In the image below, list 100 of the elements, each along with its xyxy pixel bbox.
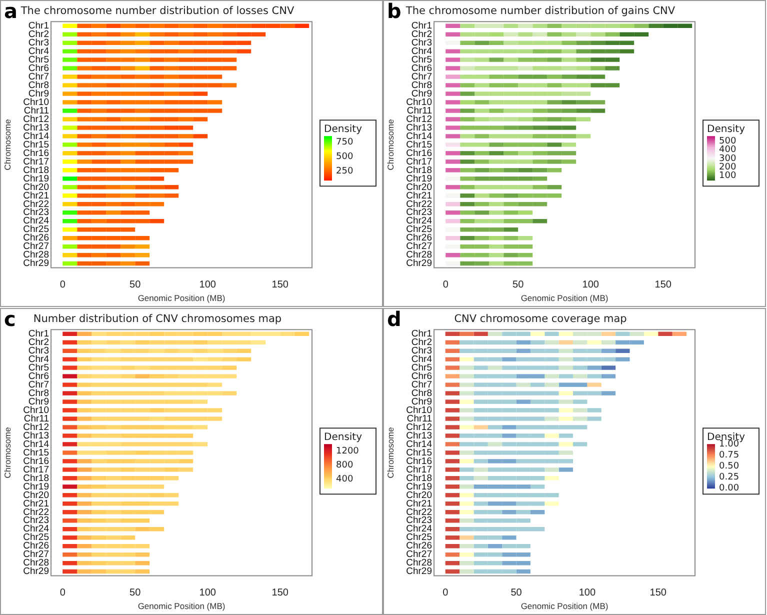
- y-tick-label: Chr12: [23, 421, 49, 432]
- text: b: [387, 0, 402, 24]
- y-tick-label: Chr3: [411, 37, 432, 48]
- y-tick-label: Chr19: [23, 480, 49, 492]
- y-tick-label: Chr21: [406, 498, 432, 509]
- y-tick-label: Chr6: [411, 62, 432, 74]
- y-tick-label: Chr12: [406, 421, 432, 432]
- y-tick-label: Chr25: [406, 532, 432, 543]
- y-tick-label: Chr21: [23, 190, 49, 202]
- y-tick-label: Chr1: [28, 328, 49, 339]
- y-tick-label: Chr13: [23, 430, 49, 441]
- y-tick-label: Chr3: [28, 37, 49, 48]
- x-tick-label: 50: [130, 280, 142, 291]
- color-bar-label: 0.25: [719, 472, 740, 482]
- y-tick-label: Chr29: [23, 566, 49, 577]
- y-tick-label: Chr4: [28, 353, 49, 364]
- x-axis-title: Genomic Position (MB): [138, 600, 226, 611]
- y-tick-label: Chr10: [406, 404, 432, 416]
- y-tick-label: Chr17: [406, 156, 432, 168]
- x-tick-label: 0: [442, 280, 449, 291]
- color-bar-label: 200: [719, 162, 736, 172]
- y-axis-title: Chromosome: [2, 426, 12, 478]
- y-tick-label: Chr29: [406, 258, 432, 270]
- color-bar-label: 400: [719, 145, 736, 156]
- y-tick-label: Chr15: [406, 139, 432, 150]
- x-tick-label: 0: [442, 587, 449, 598]
- y-tick-label: Chr20: [406, 489, 432, 500]
- x-tick-label: 100: [582, 280, 600, 291]
- y-tick-label: Chr15: [23, 446, 49, 458]
- y-tick-label: Chr26: [23, 540, 49, 552]
- text: d: [387, 306, 402, 331]
- y-tick-label: Chr8: [411, 80, 432, 91]
- y-axis-title: Chromosome: [385, 426, 396, 478]
- x-tick-label: 100: [199, 280, 216, 291]
- chart-title: The chromosome number distribution of losses CNV: [20, 5, 295, 18]
- y-tick-label: Chr14: [406, 438, 432, 450]
- y-tick-label: Chr24: [406, 523, 432, 534]
- y-tick-label: Chr13: [23, 122, 49, 134]
- y-tick-label: Chr16: [406, 455, 432, 466]
- y-tick-label: Chr5: [411, 54, 432, 66]
- y-tick-label: Chr12: [23, 114, 49, 125]
- y-tick-label: Chr13: [406, 122, 432, 134]
- y-tick-label: Chr10: [23, 404, 49, 416]
- color-bar-label: 0.75: [719, 450, 740, 460]
- y-tick-label: Chr7: [411, 71, 432, 82]
- y-tick-label: Chr8: [28, 387, 49, 398]
- y-tick-label: Chr19: [23, 173, 49, 184]
- y-tick-label: Chr23: [406, 514, 432, 526]
- y-tick-label: Chr20: [23, 489, 49, 500]
- y-tick-label: Chr22: [23, 506, 49, 518]
- y-tick-label: Chr27: [406, 548, 432, 560]
- x-axis-title: Genomic Position (MB): [520, 600, 608, 611]
- color-bar-label: 1200: [336, 446, 360, 456]
- y-tick-label: Chr14: [23, 130, 49, 142]
- y-tick-label: Chr15: [406, 446, 432, 458]
- y-tick-label: Chr8: [28, 80, 49, 91]
- x-tick-label: 50: [130, 587, 142, 598]
- y-tick-label: Chr16: [23, 148, 49, 159]
- y-tick-label: Chr20: [406, 182, 432, 193]
- y-tick-label: Chr18: [406, 164, 432, 176]
- y-tick-label: Chr9: [28, 396, 49, 407]
- y-tick-label: Chr6: [28, 370, 49, 382]
- y-tick-label: Chr19: [406, 173, 432, 184]
- y-tick-label: Chr15: [23, 139, 49, 150]
- color-bar-label: 500: [336, 152, 354, 162]
- y-tick-label: Chr1: [28, 20, 49, 32]
- color-bar-label: 0.00: [719, 482, 740, 493]
- y-tick-label: Chr2: [411, 336, 432, 348]
- y-tick-label: Chr18: [406, 472, 432, 484]
- y-tick-label: Chr9: [28, 88, 49, 100]
- y-tick-label: Chr19: [406, 480, 432, 492]
- chart-title: The chromosome number distribution of gains CNV: [404, 5, 676, 18]
- y-tick-label: Chr16: [23, 455, 49, 466]
- y-tick-label: Chr17: [23, 464, 49, 475]
- y-tick-label: Chr3: [411, 344, 432, 356]
- y-tick-label: Chr6: [411, 370, 432, 382]
- y-tick-label: Chr29: [23, 258, 49, 270]
- y-tick-label: Chr2: [411, 28, 432, 40]
- x-axis-title: Genomic Position (MB): [520, 293, 608, 304]
- y-tick-label: Chr17: [23, 156, 49, 168]
- y-tick-label: Chr14: [406, 130, 432, 142]
- color-bar-label: 100: [719, 171, 736, 182]
- y-tick-label: Chr21: [406, 190, 432, 202]
- y-tick-label: Chr17: [406, 464, 432, 475]
- y-tick-label: Chr11: [24, 412, 49, 424]
- y-tick-label: Chr22: [406, 506, 432, 518]
- x-tick-label: 100: [578, 587, 596, 598]
- x-axis-title: Genomic Position (MB): [138, 293, 226, 304]
- color-bar-label: 800: [336, 460, 354, 470]
- y-tick-label: Chr11: [406, 412, 432, 424]
- y-tick-label: Chr1: [411, 328, 432, 339]
- y-tick-label: Chr6: [28, 62, 49, 74]
- y-tick-label: Chr28: [406, 557, 432, 568]
- y-tick-label: Chr4: [411, 353, 432, 364]
- y-tick-label: Chr18: [23, 164, 49, 176]
- x-tick-label: 50: [510, 587, 522, 598]
- x-tick-label: 150: [650, 587, 667, 598]
- y-tick-label: Chr13: [406, 430, 432, 441]
- chart-title: CNV chromosome coverage map: [454, 312, 628, 325]
- color-bar-label: 400: [336, 474, 354, 484]
